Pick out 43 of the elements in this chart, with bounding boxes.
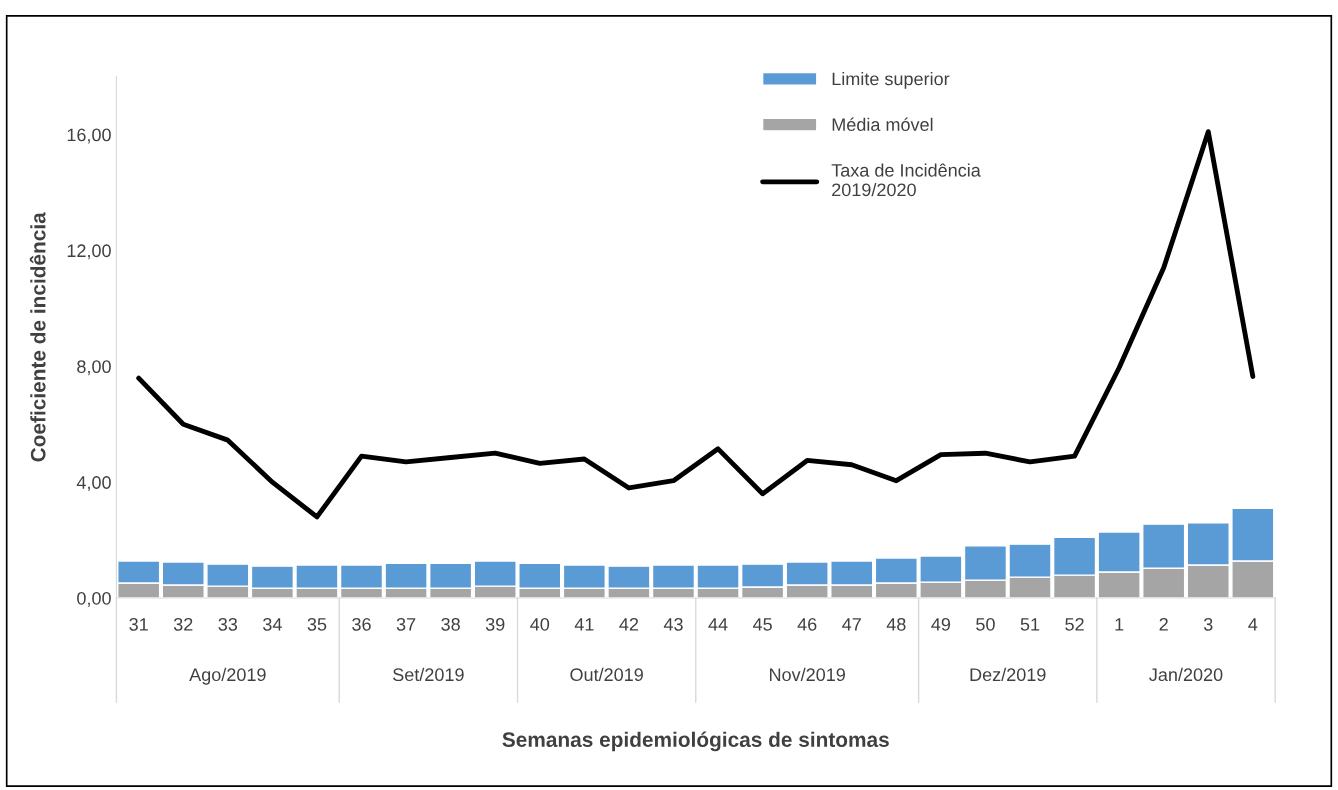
x-tick-label: 31	[129, 617, 148, 631]
y-tick-label: 12,00	[67, 244, 111, 260]
text: Ago/2019	[189, 667, 266, 685]
legend-label: Taxa de Incidência 2019/2020	[831, 163, 981, 197]
x-tick-label: 42	[619, 617, 639, 631]
legend-label: Média móvel	[832, 117, 933, 132]
text: Nov/2019	[770, 667, 845, 682]
x-tick-label: 52	[1065, 617, 1084, 631]
y-tick-label: 16,00	[67, 128, 111, 144]
x-tick-label: 45	[752, 618, 772, 631]
text: Dez/2019	[970, 667, 1046, 682]
x-tick-label: 36	[352, 617, 371, 631]
x-tick-label: 40	[530, 617, 550, 631]
y-tick-label: 0,00	[77, 591, 111, 607]
y-axis-title: Coeficiente de incidência	[29, 212, 46, 462]
x-tick-label: 38	[441, 617, 460, 631]
text: Jan/2020	[1149, 667, 1223, 682]
line-series	[136, 129, 1256, 520]
x-tick-label: 50	[976, 617, 995, 631]
x-tick-label: 35	[307, 617, 327, 631]
x-tick-label: 4	[1248, 618, 1258, 631]
x-tick-label: 43	[663, 617, 683, 631]
text: Out/2019	[570, 667, 643, 682]
text: Set/2019	[393, 667, 464, 682]
x-tick-label: 39	[485, 617, 505, 631]
x-tick-label: 46	[797, 617, 817, 631]
x-tick-label: 2	[1159, 617, 1168, 631]
y-tick-label: 4,00	[76, 476, 111, 492]
x-tick-label: 34	[263, 617, 282, 631]
x-tick-label: 44	[708, 618, 728, 631]
legend-label: Limite superior	[832, 72, 950, 89]
x-tick-label: 32	[173, 617, 193, 631]
x-axis-title: Semanas epidemiológicas de sintomas	[502, 731, 889, 752]
x-tick-label: 33	[218, 617, 238, 631]
x-tick-label: 47	[842, 618, 861, 631]
x-tick-label: 37	[396, 617, 416, 631]
x-tick-label: 1	[1115, 618, 1124, 631]
x-tick-label: 3	[1203, 617, 1213, 631]
x-tick-label: 48	[886, 617, 906, 631]
x-tick-label: 49	[931, 617, 951, 631]
y-tick-label: 8,00	[77, 360, 111, 376]
x-tick-label: 51	[1020, 618, 1040, 631]
x-tick-label: 41	[574, 618, 594, 631]
